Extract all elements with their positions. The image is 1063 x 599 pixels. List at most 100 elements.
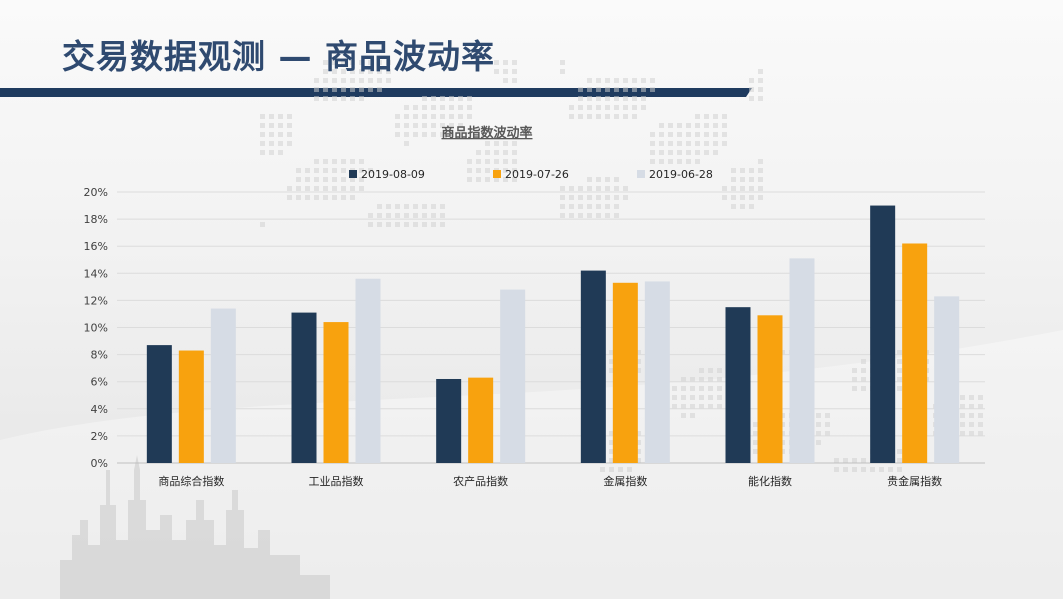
map-dot [341,96,346,101]
map-dot [609,431,614,436]
map-dot [449,96,454,101]
map-dot [485,168,490,173]
map-dot [503,159,508,164]
map-dot [578,195,583,200]
map-dot [636,350,641,355]
map-dot [758,87,763,92]
map-dot [503,69,508,74]
map-dot [623,186,628,191]
map-dot [641,105,646,110]
map-dot [560,213,565,218]
map-dot [749,195,754,200]
map-dot [296,177,301,182]
map-dot [386,222,391,227]
map-dot [350,159,355,164]
map-dot [681,413,686,418]
map-dot [413,105,418,110]
map-dot [578,114,583,119]
map-dot [969,431,974,436]
map-dot [449,123,454,128]
bar [934,296,960,463]
map-dot [740,186,745,191]
legend-swatch [349,170,357,178]
map-dot [287,195,292,200]
map-dot [758,159,763,164]
map-dot [695,141,700,146]
map-dot [596,96,601,101]
map-dot [431,204,436,209]
map-dot [695,150,700,155]
x-tick-label: 商品综合指数 [158,474,224,488]
legend-label: 2019-08-09 [361,168,425,181]
map-dot [722,195,727,200]
map-dot [897,458,902,463]
x-tick-label: 工业品指数 [309,474,364,488]
map-dot [681,404,686,409]
title-underline-bar [0,88,752,97]
map-dot [467,159,472,164]
map-dot [605,213,610,218]
map-dot [704,132,709,137]
map-dot [722,141,727,146]
map-dot [494,60,499,65]
map-dot [350,186,355,191]
map-dot [359,78,364,83]
map-dot [368,60,373,65]
x-tick-label: 农产品指数 [453,474,508,488]
map-dot [269,150,274,155]
map-dot [708,395,713,400]
map-dot [431,96,436,101]
map-dot [260,114,265,119]
map-dot [440,204,445,209]
map-dot [704,141,709,146]
map-dot [512,60,517,65]
y-tick-label: 8% [91,349,108,362]
map-dot [395,114,400,119]
map-dot [672,395,677,400]
map-dot [350,87,355,92]
map-dot [978,413,983,418]
map-dot [614,114,619,119]
map-dot [861,377,866,382]
map-dot [897,449,902,454]
map-dot [614,186,619,191]
map-dot [861,458,866,463]
map-dot [825,422,830,427]
map-dot [560,186,565,191]
map-dot [623,195,628,200]
map-dot [578,186,583,191]
map-dot [587,78,592,83]
map-dot [623,78,628,83]
map-dot [260,150,265,155]
map-dot [636,359,641,364]
map-dot [897,350,902,355]
map-dot [413,213,418,218]
map-dot [690,404,695,409]
map-dot [843,458,848,463]
x-tick-label: 能化指数 [748,474,792,488]
legend-swatch [493,170,501,178]
bar [436,378,462,463]
map-dot [494,177,499,182]
map-dot [587,213,592,218]
map-dot [659,159,664,164]
map-dot [485,150,490,155]
map-dot [749,168,754,173]
map-dot [476,177,481,182]
map-dot [686,132,691,137]
map-dot [503,141,508,146]
map-dot [713,150,718,155]
bar [323,322,349,463]
map-dot [852,368,857,373]
map-dot [260,123,265,128]
map-dot [740,204,745,209]
map-dot [377,213,382,218]
bar [789,258,815,463]
map-dot [422,222,427,227]
y-tick-label: 10% [84,322,108,335]
map-dot [404,222,409,227]
map-dot [332,69,337,74]
map-dot [722,114,727,119]
map-dot [695,114,700,119]
